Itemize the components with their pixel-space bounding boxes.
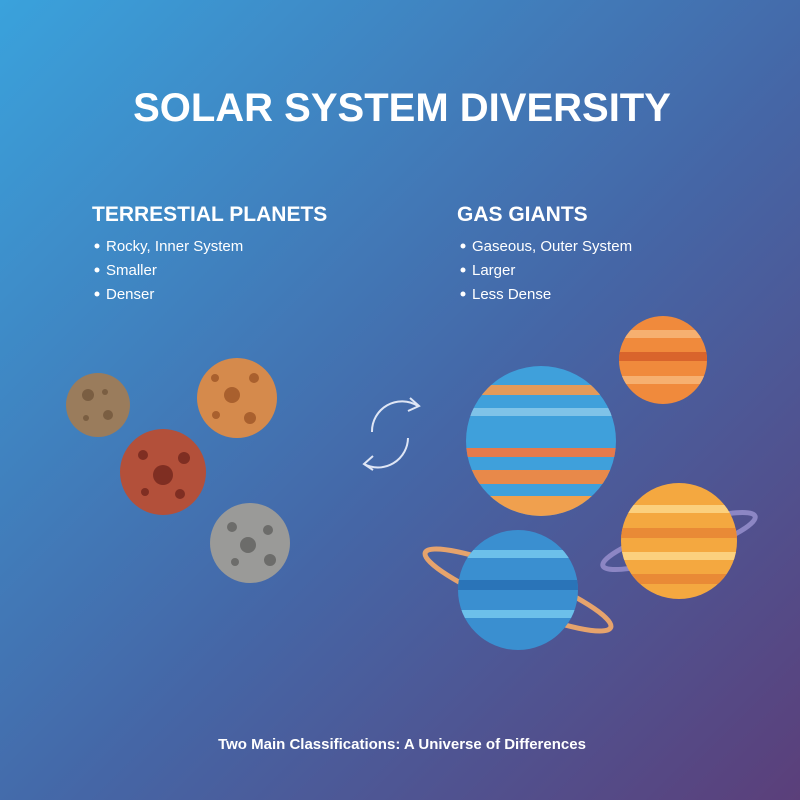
bullet-list: Gaseous, Outer System Larger Less Dense [460,238,632,303]
cycle-arrows [362,397,421,471]
list-item: Larger [472,262,515,279]
title: SOLAR SYSTEM DIVERSITY [133,86,671,130]
bullet [94,243,100,249]
section-heading: GAS GIANTS [457,203,588,226]
gas-giant [619,316,707,404]
bullet [460,267,466,273]
list-item: Smaller [106,262,157,279]
bullet [460,291,466,297]
list-item: Rocky, Inner System [106,238,243,255]
list-item: Gaseous, Outer System [472,238,632,255]
list-item: Denser [106,286,154,303]
bullet [94,291,100,297]
rocky-planet [66,373,130,437]
bullet [94,267,100,273]
rocky-planet [120,429,206,515]
gas-giant [600,483,758,599]
rocky-planet [210,503,290,583]
section-heading: TERRESTIAL PLANETS [92,203,327,226]
rocky-planet [197,358,277,438]
bullet-list: Rocky, Inner System Smaller Denser [94,238,243,303]
gas-giant [422,530,614,650]
list-item: Less Dense [472,286,551,303]
bullet [460,243,466,249]
footer-caption: Two Main Classifications: A Universe of … [218,736,586,753]
